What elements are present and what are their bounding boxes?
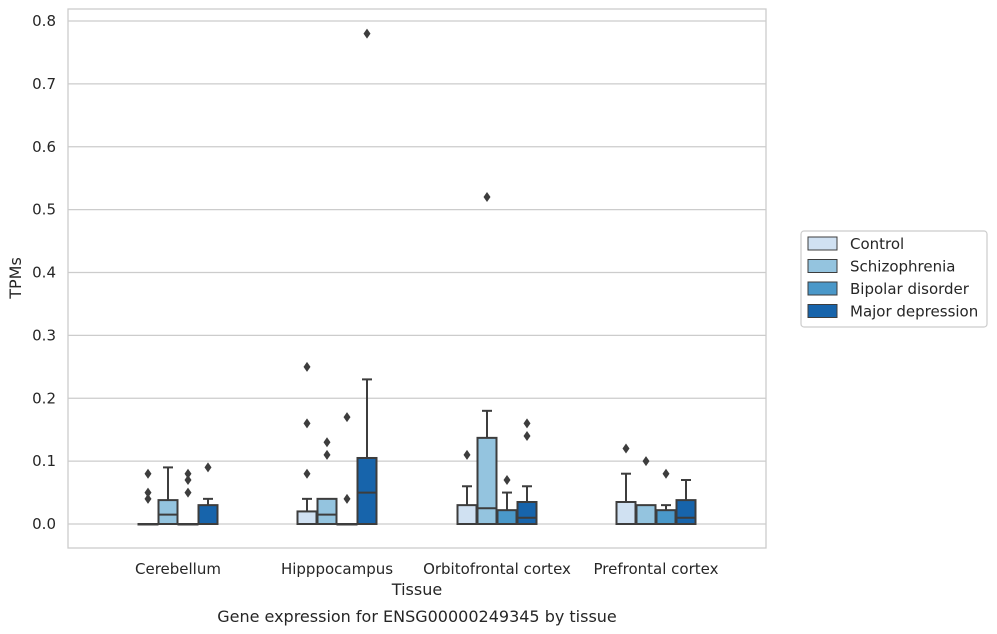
box-rect	[197, 504, 219, 526]
outlier-point	[204, 462, 212, 473]
outlier-point	[523, 430, 531, 441]
chart-caption: Gene expression for ENSG00000249345 by t…	[217, 607, 617, 626]
box-rect	[615, 500, 637, 525]
outlier-point	[622, 443, 630, 454]
plot-area-frame	[67, 8, 767, 549]
boxes	[137, 28, 697, 526]
outlier-point	[662, 468, 670, 479]
legend-label: Bipolar disorder	[850, 280, 970, 298]
legend-label: Schizophrenia	[850, 258, 955, 276]
box-group	[296, 361, 318, 525]
box-group	[157, 466, 179, 526]
x-axis-label: Tissue	[391, 580, 442, 599]
y-tick-label: 0.3	[32, 326, 56, 344]
x-tick-label: Prefrontal cortex	[594, 560, 719, 578]
x-tick-label: Hipppocampus	[281, 560, 393, 578]
box-group	[177, 468, 199, 526]
outlier-point	[363, 28, 371, 39]
outlier-point	[303, 418, 311, 429]
legend-swatch	[807, 304, 838, 318]
outlier-point	[184, 474, 192, 485]
outlier-point	[483, 192, 491, 203]
box-group	[137, 468, 159, 526]
legend-swatch	[807, 259, 838, 273]
box-group	[316, 437, 338, 526]
y-tick-label: 0.8	[32, 12, 56, 30]
outlier-point	[144, 493, 152, 504]
legend-frame	[800, 230, 988, 328]
outlier-point	[343, 493, 351, 504]
legend: Control Schizophrenia Bipolar disorder Majo…	[800, 230, 988, 328]
outlier-point	[523, 418, 531, 429]
y-tick-label: 0.4	[32, 264, 56, 282]
box-group	[655, 468, 677, 526]
y-axis-label: TPMs	[6, 257, 25, 300]
box-rect	[296, 510, 318, 525]
box-rect	[635, 504, 657, 526]
box-rect	[516, 500, 538, 525]
box-group	[615, 443, 637, 525]
outlier-point	[144, 487, 152, 498]
box-rect	[476, 436, 498, 525]
x-tick-label: Cerebellum	[135, 560, 221, 578]
box-rect	[316, 497, 338, 526]
legend-label: Major depression	[850, 303, 978, 321]
box-group	[516, 418, 538, 525]
box-rect	[157, 499, 179, 526]
box-group	[336, 412, 358, 526]
outlier-point	[503, 474, 511, 485]
outlier-point	[303, 361, 311, 372]
box-rect	[655, 509, 677, 526]
y-tick-label: 0.0	[32, 515, 56, 533]
legend-swatch	[807, 236, 838, 251]
outlier-point	[184, 468, 192, 479]
box-group	[476, 192, 498, 525]
outlier-point	[144, 468, 152, 479]
box-rect	[496, 509, 518, 526]
box-rect	[675, 499, 697, 526]
y-axis-ticks: 0.0 0.1 0.2 0.3 0.4 0.5 0.6 0.7 0.8	[32, 12, 56, 533]
outlier-point	[463, 449, 471, 460]
box-group	[496, 474, 518, 526]
y-tick-label: 0.6	[32, 138, 56, 156]
y-tick-label: 0.2	[32, 389, 56, 407]
outlier-point	[323, 449, 331, 460]
outlier-point	[343, 412, 351, 423]
box-rect	[456, 504, 478, 526]
legend-swatch	[807, 281, 838, 296]
gridlines	[68, 20, 766, 525]
box-group	[356, 28, 378, 526]
box-group	[197, 462, 219, 526]
outlier-point	[323, 437, 331, 448]
outlier-point	[642, 456, 650, 467]
box-rect	[356, 456, 378, 526]
y-tick-label: 0.1	[32, 452, 56, 470]
x-tick-label: Orbitofrontal cortex	[423, 560, 571, 578]
x-axis-ticks: Cerebellum Hipppocampus Orbitofrontal cort…	[135, 560, 719, 578]
box-group	[635, 456, 657, 526]
legend-label: Control	[850, 235, 904, 253]
outlier-point	[303, 468, 311, 479]
outlier-point	[184, 487, 192, 498]
y-tick-label: 0.5	[32, 201, 56, 219]
y-tick-label: 0.7	[32, 75, 56, 93]
box-group	[675, 478, 697, 526]
